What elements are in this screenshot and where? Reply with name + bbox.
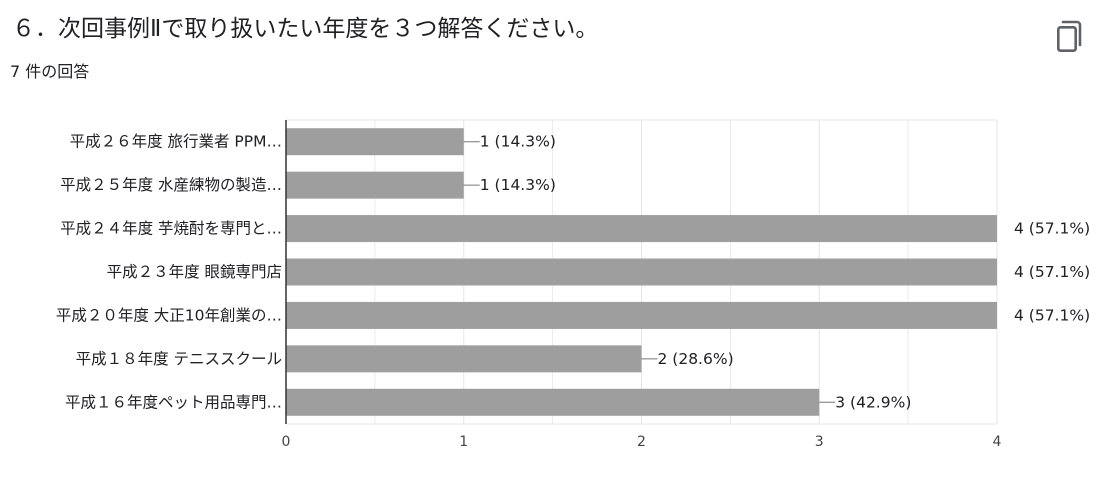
bar (286, 345, 642, 373)
chart-category-labels: 平成２６年度 旅行業者 PPM… 平成２５年度 水産練物の製造… 平成２４年度 芋焼… (56, 133, 282, 412)
copy-chart-button[interactable] (1052, 16, 1088, 56)
bar (286, 388, 820, 416)
x-tick-label: 0 (282, 434, 291, 450)
category-label: 平成２５年度 水産練物の製造… (60, 176, 282, 194)
chart-bars (286, 128, 997, 416)
category-label: 平成１６年度ペット用品専門… (65, 393, 282, 411)
value-label: 4 (57.1%) (1014, 306, 1090, 324)
value-label: 4 (57.1%) (1014, 263, 1090, 281)
category-label: 平成２３年度 眼鏡専門店 (107, 262, 282, 281)
bar (286, 258, 997, 286)
bar (286, 171, 464, 199)
bar (286, 128, 464, 156)
value-label: 2 (28.6%) (658, 350, 734, 368)
chart-x-tick-labels: 0 1 2 3 4 (282, 434, 1002, 450)
copy-icon (1057, 20, 1082, 52)
value-label: 1 (14.3%) (480, 176, 556, 194)
x-tick-label: 3 (815, 434, 824, 450)
x-tick-label: 1 (459, 434, 468, 450)
response-count: 7 件の回答 (10, 62, 90, 81)
value-label: 4 (57.1%) (1014, 220, 1090, 238)
question-title: ６．次回事例Ⅱで取り扱いたい年度を３つ解答ください。 (12, 16, 599, 42)
x-tick-label: 2 (637, 434, 646, 450)
bar (286, 215, 997, 243)
category-label: 平成２４年度 芋焼酎を専門と… (60, 220, 282, 238)
category-label: 平成１８年度 テニススクール (76, 350, 282, 368)
x-tick-label: 4 (993, 434, 1002, 450)
value-label: 3 (42.9%) (835, 393, 911, 411)
chart-value-labels: 1 (14.3%) 1 (14.3%) 4 (57.1%) 4 (57.1%) 4 (5… (463, 133, 1090, 411)
category-label: 平成２０年度 大正10年創業の… (56, 306, 282, 324)
category-label: 平成２６年度 旅行業者 PPM… (70, 133, 282, 151)
value-label: 1 (14.3%) (480, 133, 556, 151)
bar (286, 301, 997, 329)
